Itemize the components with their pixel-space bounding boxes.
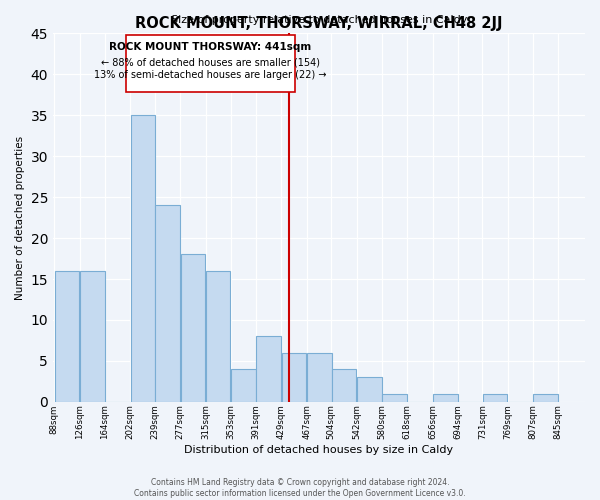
FancyBboxPatch shape — [126, 35, 295, 92]
Y-axis label: Number of detached properties: Number of detached properties — [15, 136, 25, 300]
Text: Size of property relative to detached houses in Caldy: Size of property relative to detached ho… — [171, 16, 467, 26]
Bar — [282, 352, 307, 402]
Bar — [483, 394, 508, 402]
Bar — [55, 271, 79, 402]
X-axis label: Distribution of detached houses by size in Caldy: Distribution of detached houses by size … — [184, 445, 454, 455]
Bar — [382, 394, 407, 402]
Bar — [533, 394, 558, 402]
Bar — [131, 116, 155, 402]
Text: ROCK MOUNT THORSWAY: 441sqm: ROCK MOUNT THORSWAY: 441sqm — [109, 42, 311, 52]
Bar — [206, 271, 230, 402]
Title: ROCK MOUNT, THORSWAY, WIRRAL, CH48 2JJ: ROCK MOUNT, THORSWAY, WIRRAL, CH48 2JJ — [135, 16, 503, 31]
Bar — [307, 352, 332, 402]
Bar — [357, 377, 382, 402]
Bar — [231, 369, 256, 402]
Bar — [155, 206, 180, 402]
Text: 13% of semi-detached houses are larger (22) →: 13% of semi-detached houses are larger (… — [94, 70, 327, 81]
Text: Contains HM Land Registry data © Crown copyright and database right 2024.
Contai: Contains HM Land Registry data © Crown c… — [134, 478, 466, 498]
Bar — [256, 336, 281, 402]
Bar — [181, 254, 205, 402]
Bar — [80, 271, 104, 402]
Text: ← 88% of detached houses are smaller (154): ← 88% of detached houses are smaller (15… — [101, 57, 320, 67]
Bar — [332, 369, 356, 402]
Bar — [433, 394, 458, 402]
